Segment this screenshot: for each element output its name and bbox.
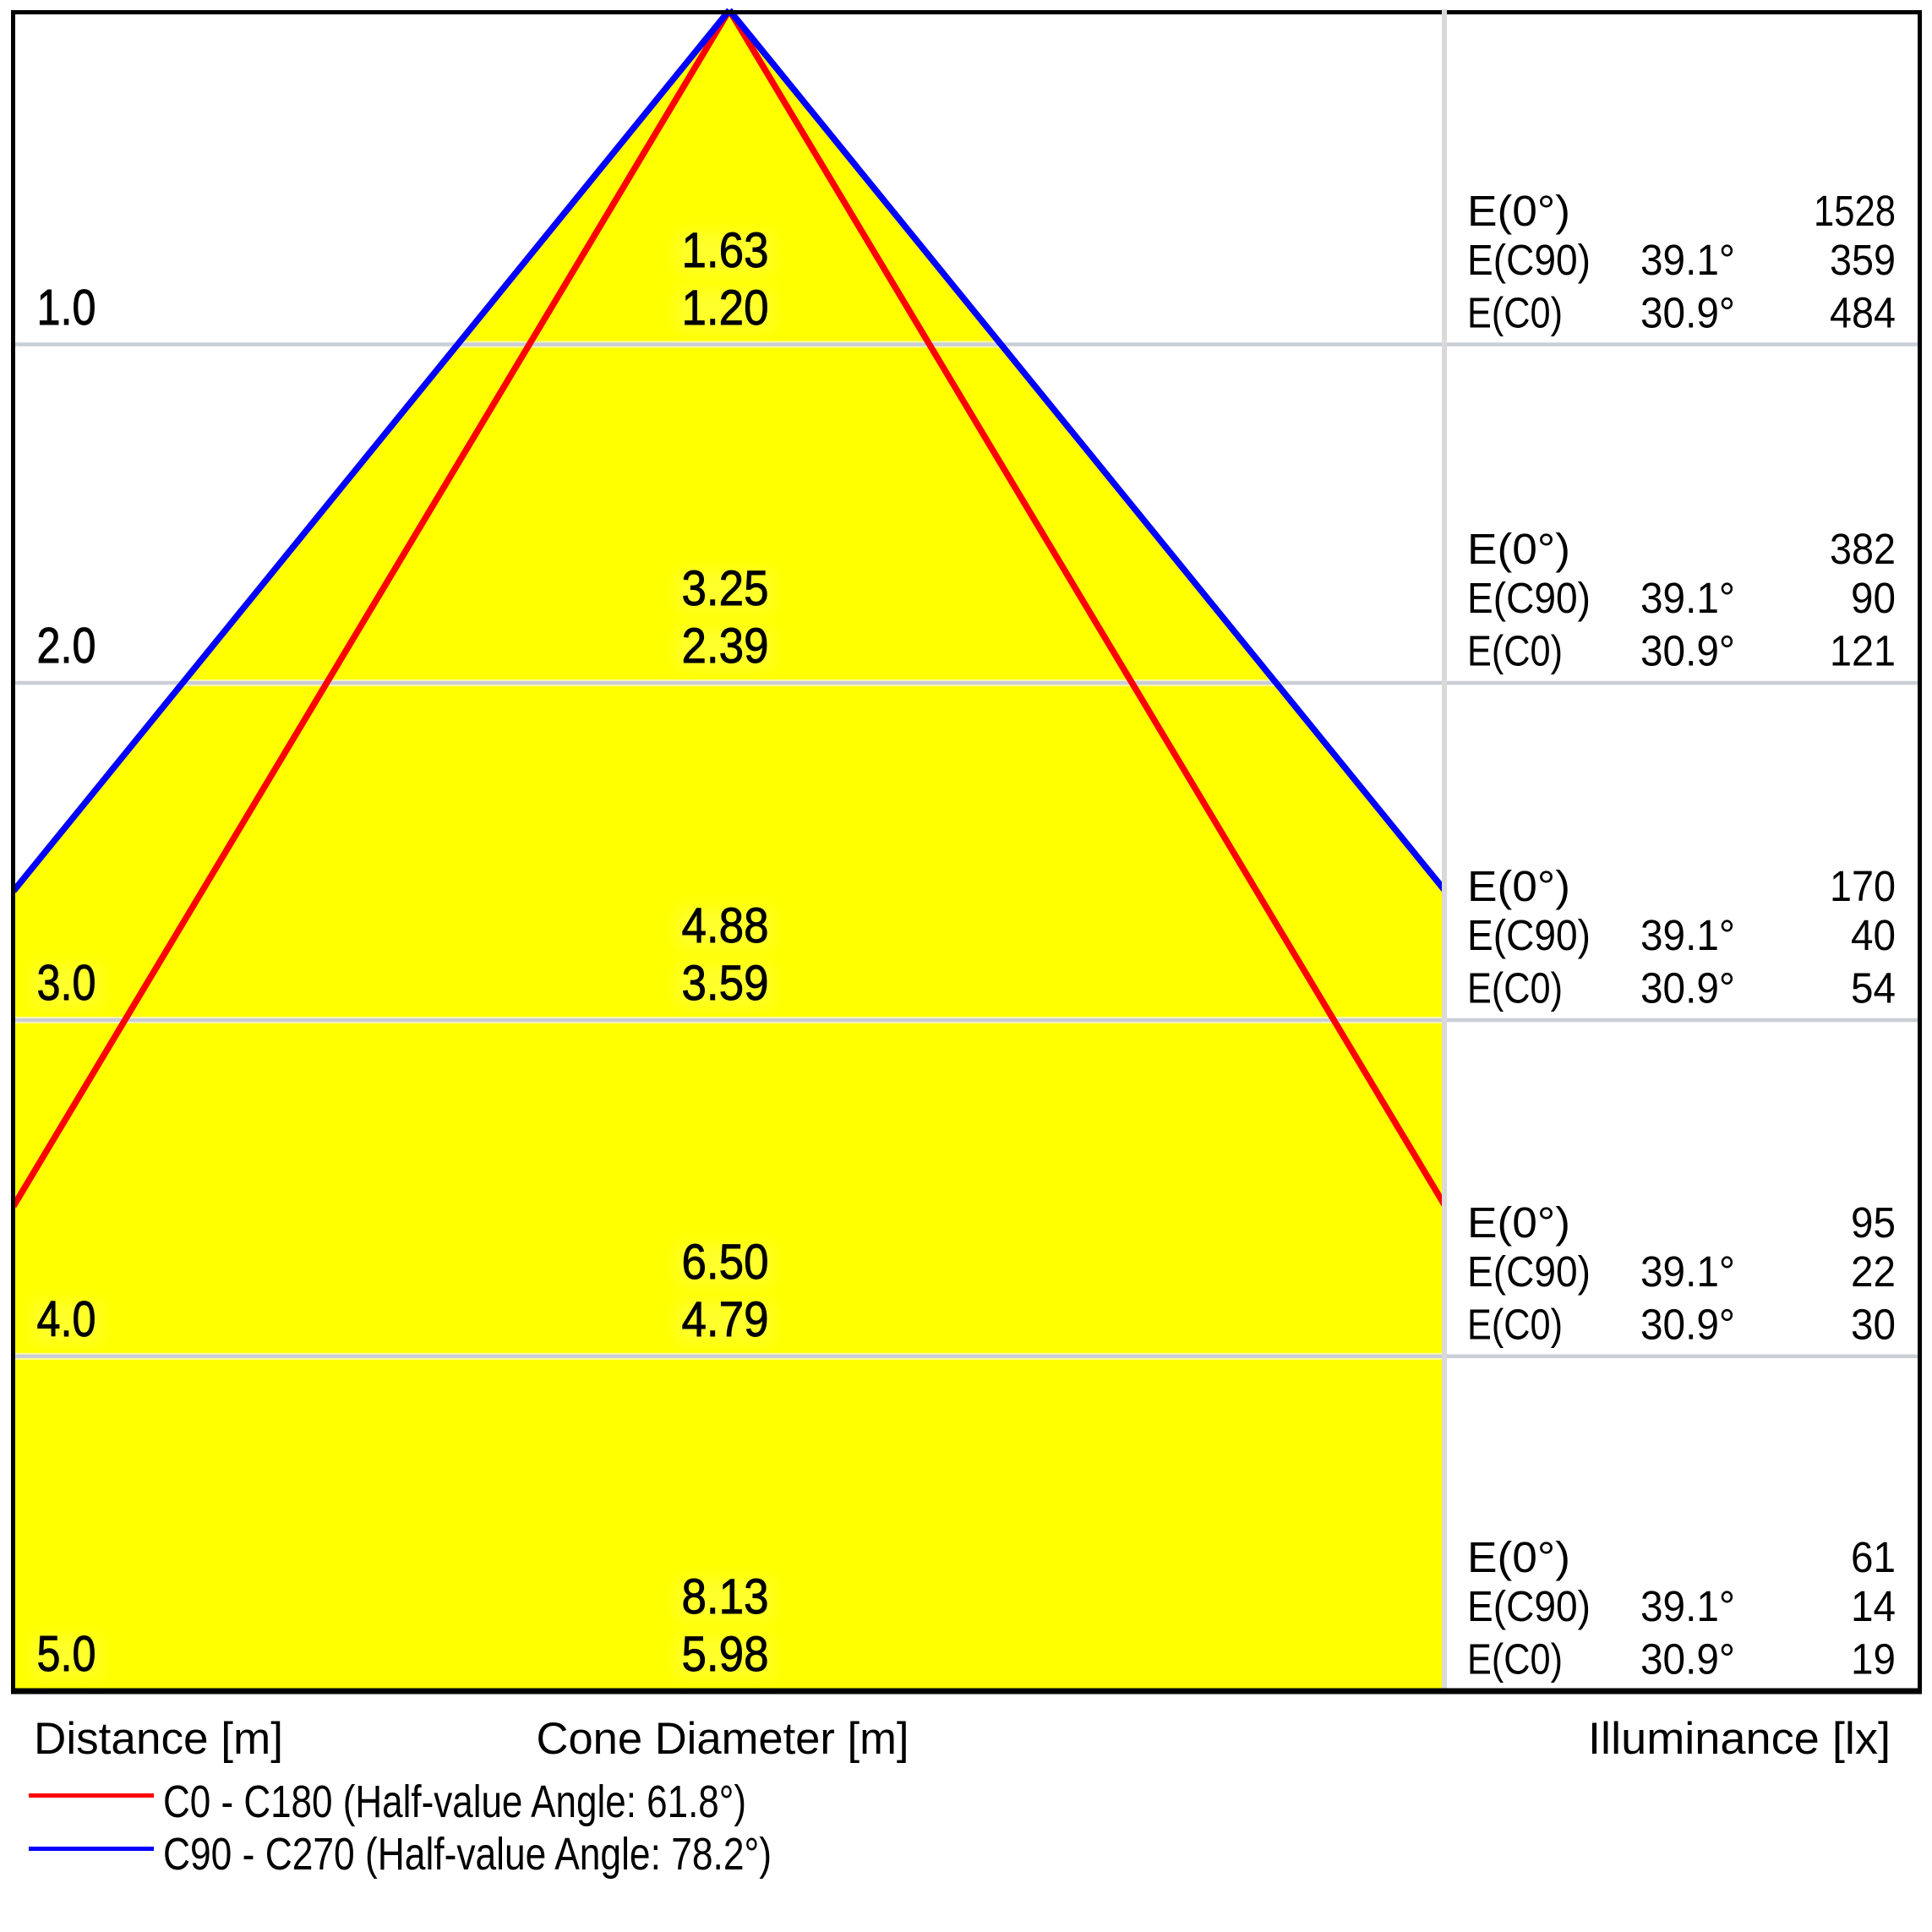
svg-text:5.0: 5.0: [37, 1626, 96, 1682]
svg-text:30.9°: 30.9°: [1640, 627, 1735, 675]
svg-text:54: 54: [1851, 964, 1896, 1012]
svg-text:4.79: 4.79: [682, 1292, 769, 1347]
svg-text:Cone Diameter [m]: Cone Diameter [m]: [537, 1714, 909, 1764]
svg-text:E(0°): E(0°): [1467, 525, 1570, 573]
svg-text:382: 382: [1830, 525, 1896, 573]
svg-text:6.50: 6.50: [682, 1235, 769, 1290]
svg-text:E(0°): E(0°): [1467, 1533, 1570, 1581]
svg-text:E(C90): E(C90): [1467, 1582, 1591, 1630]
svg-text:E(C0): E(C0): [1467, 1635, 1563, 1684]
svg-text:E(C90): E(C90): [1467, 1247, 1591, 1296]
svg-text:30: 30: [1851, 1301, 1896, 1349]
svg-text:14: 14: [1851, 1582, 1896, 1630]
svg-text:3.59: 3.59: [682, 956, 769, 1011]
svg-text:E(C0): E(C0): [1467, 1301, 1563, 1349]
svg-text:C0 - C180 (Half-value Angle: 6: C0 - C180 (Half-value Angle: 61.8°): [163, 1776, 746, 1827]
svg-text:3.25: 3.25: [682, 561, 769, 616]
svg-text:E(C0): E(C0): [1467, 627, 1563, 675]
svg-text:E(C0): E(C0): [1467, 289, 1563, 337]
svg-text:E(0°): E(0°): [1467, 187, 1570, 235]
svg-text:19: 19: [1851, 1635, 1896, 1684]
svg-text:E(C0): E(C0): [1467, 964, 1563, 1012]
svg-text:40: 40: [1851, 911, 1896, 959]
svg-text:8.13: 8.13: [682, 1569, 769, 1624]
svg-text:359: 359: [1830, 236, 1896, 284]
svg-text:30.9°: 30.9°: [1640, 1301, 1735, 1349]
svg-text:C90 - C270 (Half-value Angle:: C90 - C270 (Half-value Angle: 78.2°): [163, 1829, 772, 1880]
svg-text:39.1°: 39.1°: [1640, 911, 1735, 959]
svg-text:Distance [m]: Distance [m]: [34, 1714, 283, 1764]
svg-text:30.9°: 30.9°: [1640, 1635, 1735, 1684]
svg-text:2.0: 2.0: [37, 618, 96, 674]
svg-text:E(0°): E(0°): [1467, 1198, 1570, 1247]
svg-text:95: 95: [1851, 1198, 1896, 1247]
svg-text:39.1°: 39.1°: [1640, 1247, 1735, 1296]
svg-text:1.20: 1.20: [682, 281, 769, 336]
svg-text:1528: 1528: [1814, 187, 1896, 235]
svg-text:E(C90): E(C90): [1467, 236, 1591, 284]
svg-text:E(C90): E(C90): [1467, 911, 1591, 959]
svg-text:39.1°: 39.1°: [1640, 574, 1735, 622]
svg-text:39.1°: 39.1°: [1640, 236, 1735, 284]
svg-text:90: 90: [1851, 574, 1896, 622]
svg-text:4.88: 4.88: [682, 898, 769, 953]
svg-text:1.0: 1.0: [37, 280, 96, 336]
svg-text:4.0: 4.0: [37, 1291, 96, 1347]
svg-text:61: 61: [1851, 1533, 1896, 1581]
svg-text:30.9°: 30.9°: [1640, 964, 1735, 1012]
svg-text:484: 484: [1830, 289, 1896, 337]
svg-text:170: 170: [1830, 862, 1896, 910]
svg-text:5.98: 5.98: [682, 1627, 769, 1682]
svg-text:E(C90): E(C90): [1467, 574, 1591, 622]
svg-text:Illuminance [lx]: Illuminance [lx]: [1588, 1714, 1891, 1764]
svg-text:22: 22: [1851, 1247, 1896, 1296]
svg-text:3.0: 3.0: [37, 955, 96, 1011]
svg-text:121: 121: [1830, 627, 1896, 675]
svg-text:2.39: 2.39: [682, 619, 769, 674]
svg-text:E(0°): E(0°): [1467, 862, 1570, 910]
svg-text:30.9°: 30.9°: [1640, 289, 1735, 337]
svg-text:1.63: 1.63: [682, 223, 769, 278]
svg-text:39.1°: 39.1°: [1640, 1582, 1735, 1630]
